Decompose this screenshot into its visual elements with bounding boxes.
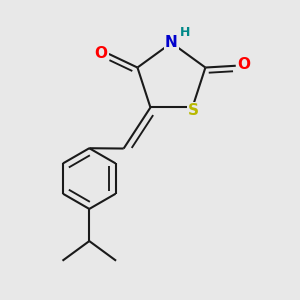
Text: S: S xyxy=(188,103,199,118)
Text: O: O xyxy=(237,57,250,72)
Text: H: H xyxy=(180,26,190,39)
Text: N: N xyxy=(165,35,178,50)
Text: O: O xyxy=(94,46,107,61)
